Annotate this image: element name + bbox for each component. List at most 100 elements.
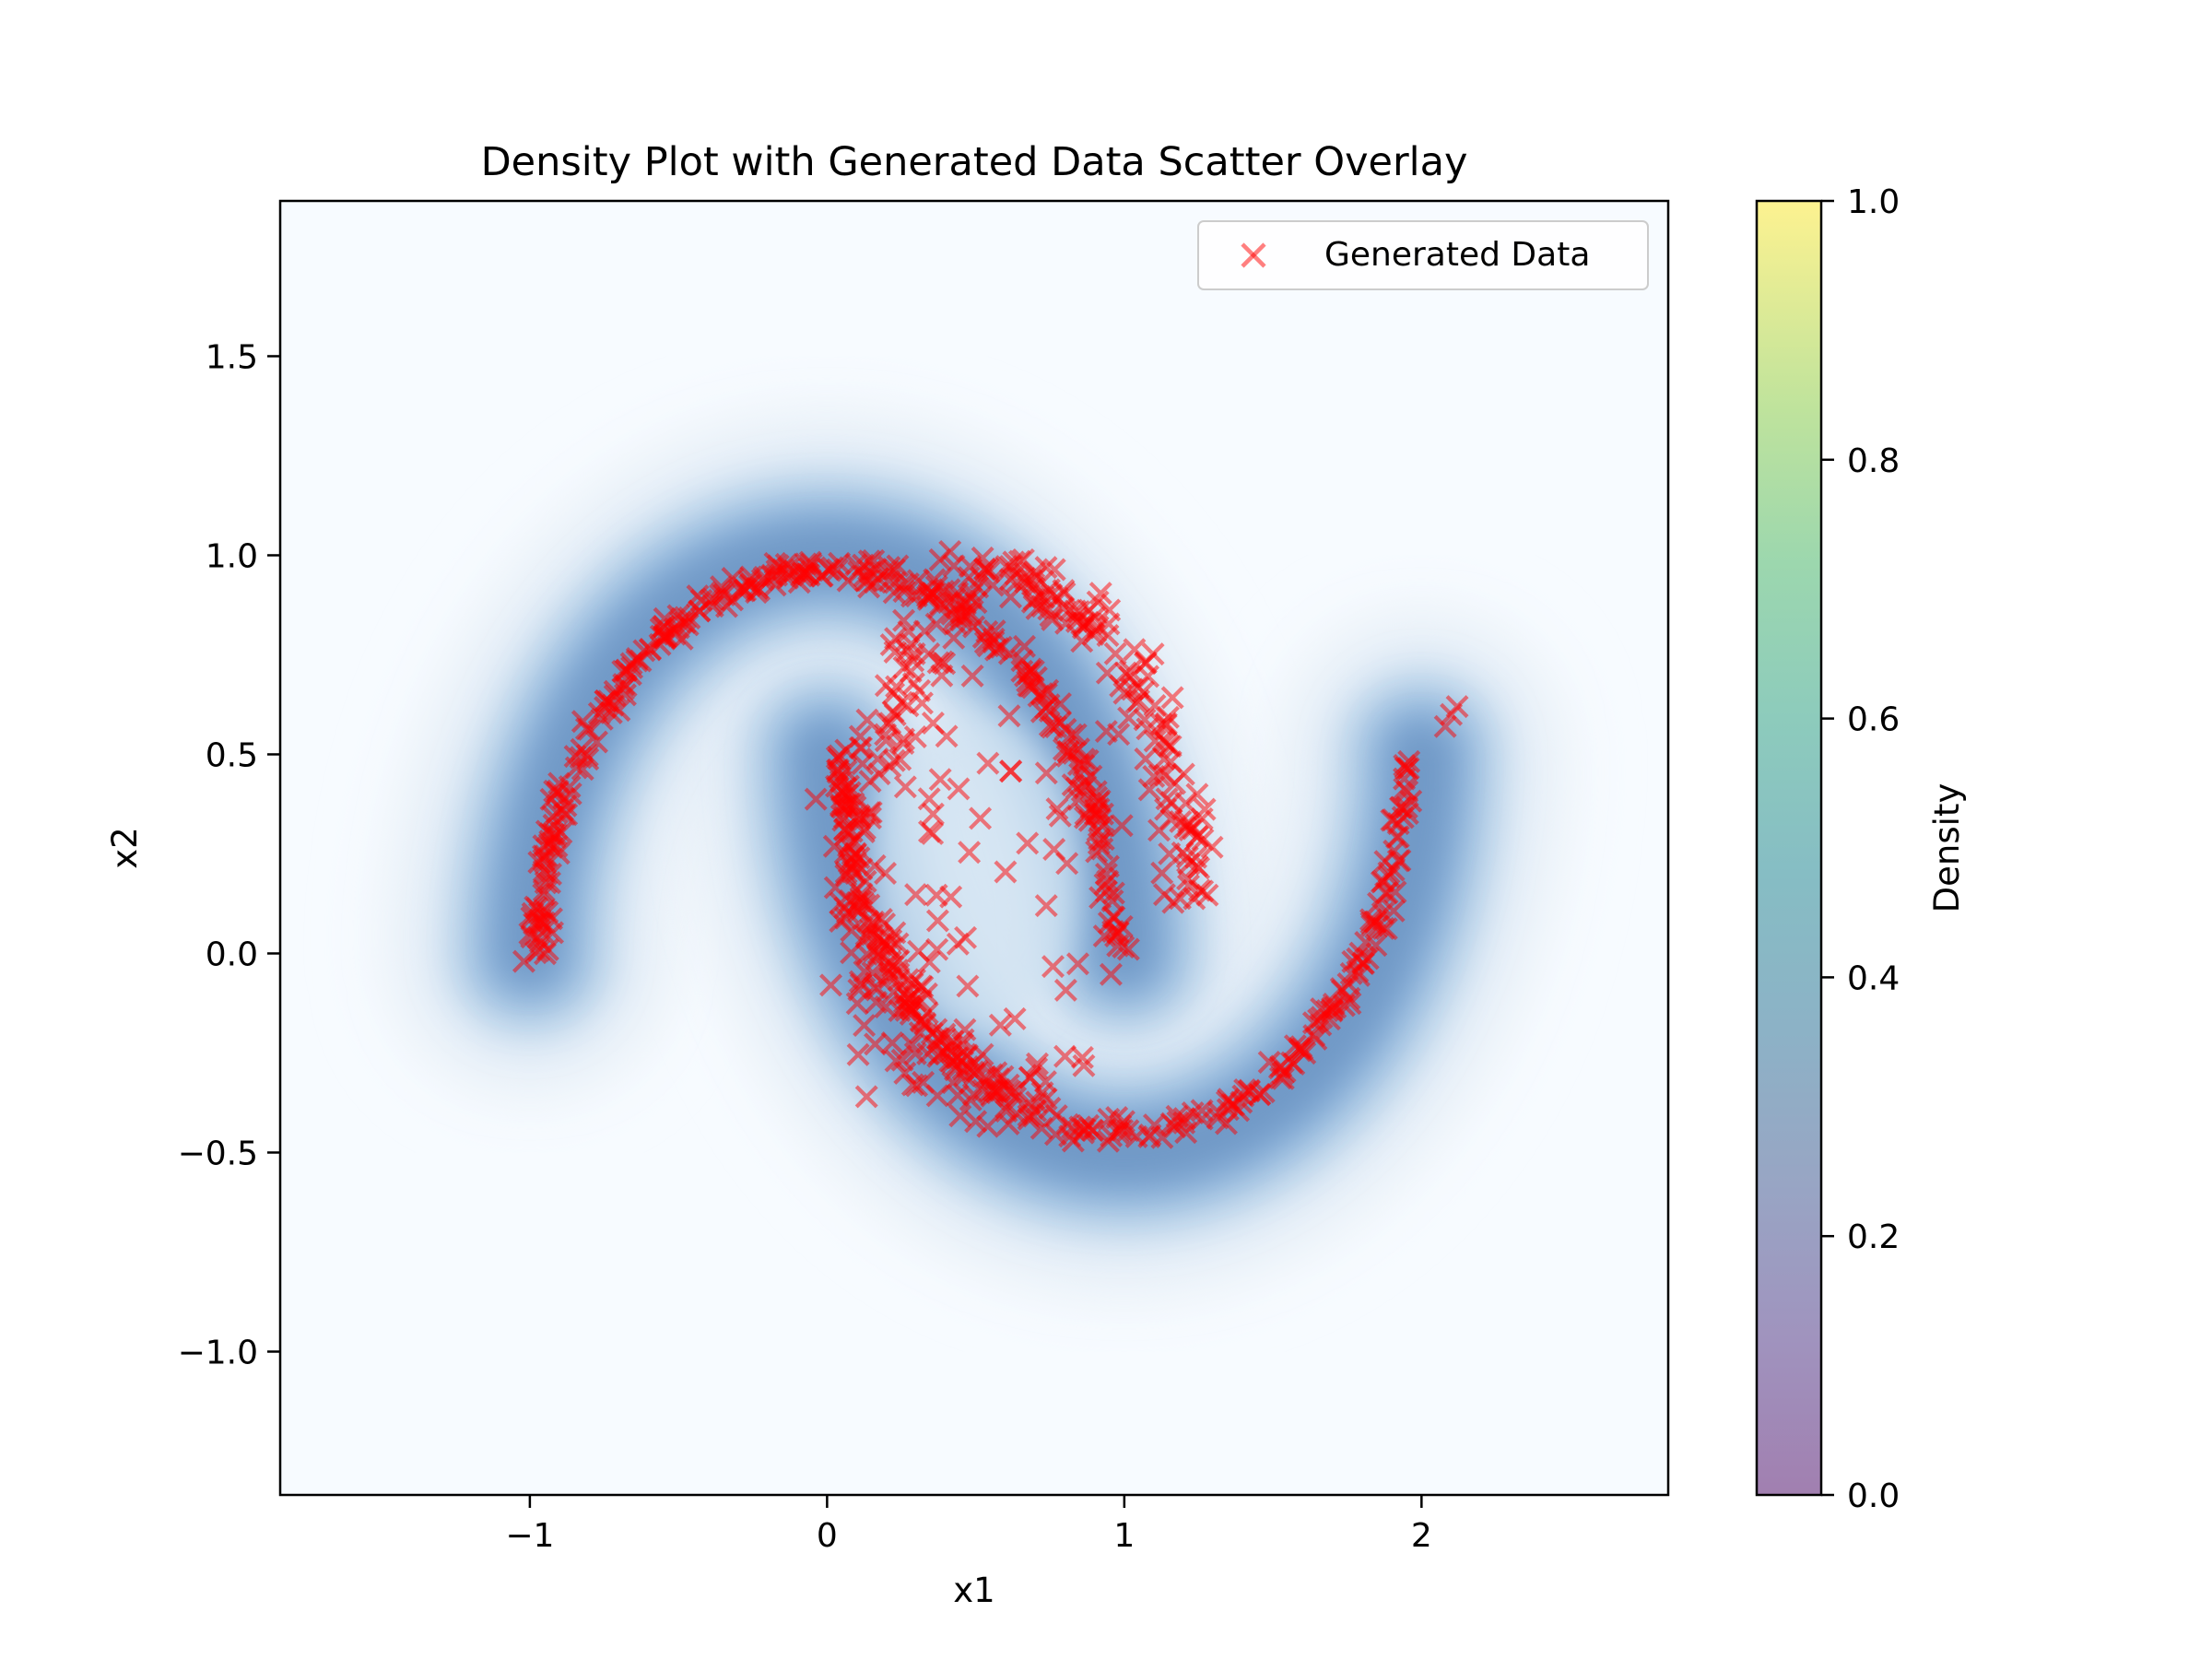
scatter-point <box>1088 582 1112 606</box>
scatter-point <box>1090 802 1114 826</box>
scatter-point <box>971 1042 994 1066</box>
scatter-point <box>1322 992 1346 1016</box>
scatter-point <box>546 779 570 803</box>
scatter-point <box>512 949 535 973</box>
colorbar-label: Density <box>1927 783 1967 913</box>
scatter-point <box>909 974 933 998</box>
scatter-point <box>545 834 569 858</box>
scatter-point <box>853 869 877 893</box>
scatter-point <box>1053 1044 1077 1068</box>
colorbar-tick-label: 0.0 <box>1847 1477 1900 1515</box>
scatter-point <box>924 883 948 907</box>
scatter-point <box>947 777 971 801</box>
scatter-point <box>1061 773 1085 797</box>
scatter-point <box>901 672 925 696</box>
scatter-point <box>1200 835 1224 859</box>
y-tick-label: 0.5 <box>206 736 258 774</box>
scatter-point <box>1351 952 1375 975</box>
scatter-point <box>928 768 952 792</box>
scatter-point <box>956 974 980 998</box>
scatter-point <box>1048 804 1072 828</box>
scatter-point <box>994 860 1018 884</box>
scatter-point <box>857 575 881 599</box>
scatter-point <box>923 568 947 592</box>
scatter-point <box>1042 838 1066 861</box>
colorbar-tick-label: 0.8 <box>1847 442 1900 480</box>
scatter-point <box>926 651 950 675</box>
scatter-point <box>1054 611 1078 635</box>
scatter-point <box>1072 1053 1096 1077</box>
scatter-point <box>946 1084 970 1108</box>
scatter-point <box>1371 901 1394 925</box>
scatter-point <box>858 770 882 794</box>
y-tick-label: −1.0 <box>178 1334 258 1371</box>
scatter-point <box>1066 737 1090 761</box>
legend: Generated Data <box>1197 220 1649 290</box>
scatter-point <box>959 586 983 610</box>
x-tick-label: 1 <box>1113 1517 1135 1555</box>
scatter-point <box>1017 674 1041 698</box>
scatter-point <box>1159 735 1182 759</box>
scatter-point <box>854 1085 878 1109</box>
scatter-point <box>1099 962 1123 986</box>
scatter-point <box>534 871 558 895</box>
scatter-point <box>938 1049 962 1073</box>
scatter-point <box>848 735 872 759</box>
scatter-point <box>1141 642 1165 666</box>
scatter-point <box>893 1061 917 1085</box>
scatter-point <box>1034 894 1058 918</box>
scatter-point <box>745 581 769 605</box>
scatter-point <box>1156 705 1180 729</box>
scatter-point <box>1090 837 1114 861</box>
scatter-point <box>1142 764 1166 788</box>
scatter-point <box>1158 841 1182 865</box>
scatter-point <box>987 1067 1011 1091</box>
scatter-point <box>1152 747 1176 771</box>
scatter-point <box>1088 886 1112 910</box>
scatter-point <box>1083 802 1107 826</box>
scatter-point <box>1193 797 1217 821</box>
scatter-point <box>1068 762 1092 786</box>
scatter-point <box>878 755 902 779</box>
scatter-point <box>1100 1124 1124 1147</box>
scatter-point <box>971 625 995 649</box>
scatter-point <box>819 973 842 997</box>
scatter-point <box>1268 1066 1292 1090</box>
scatter-point <box>577 717 601 741</box>
scatter-point <box>944 606 968 629</box>
scatter-point <box>946 932 970 956</box>
scatter-point <box>1043 1123 1067 1147</box>
scatter-point <box>1025 596 1049 620</box>
x-axis-ticks: −1 0 1 2 <box>505 1495 1432 1555</box>
scatter-point <box>1095 661 1119 685</box>
scatter-point <box>518 922 542 946</box>
scatter-point <box>1293 1041 1317 1065</box>
scatter-point <box>892 580 916 604</box>
scatter-point <box>1110 814 1134 838</box>
legend-label: Generated Data <box>1324 236 1590 274</box>
scatter-point <box>920 1021 944 1045</box>
scatter-point <box>1101 881 1125 905</box>
legend-marker-x-icon <box>1241 242 1266 268</box>
scatter-point <box>886 554 910 578</box>
colorbar-tick-label: 0.6 <box>1847 701 1900 739</box>
scatter-point <box>892 608 916 632</box>
scatter-point <box>545 801 569 825</box>
scatter-point <box>1034 556 1058 580</box>
scatter-point <box>969 806 993 830</box>
scatter-point <box>1118 659 1142 683</box>
scatter-point <box>1077 598 1101 622</box>
scatter-point <box>925 937 949 961</box>
scatter-point <box>1013 634 1036 658</box>
scatter-point <box>1445 695 1469 719</box>
colorbar-tick-label: 1.0 <box>1847 183 1900 221</box>
scatter-point <box>1154 712 1178 735</box>
scatter-point <box>1216 1098 1240 1122</box>
scatter-point <box>1248 1083 1271 1106</box>
x-axis-label: x1 <box>953 1571 994 1610</box>
scatter-point <box>840 919 864 943</box>
scatter-point <box>928 547 952 571</box>
scatter-point <box>840 941 864 965</box>
scatter-point <box>1116 937 1140 961</box>
